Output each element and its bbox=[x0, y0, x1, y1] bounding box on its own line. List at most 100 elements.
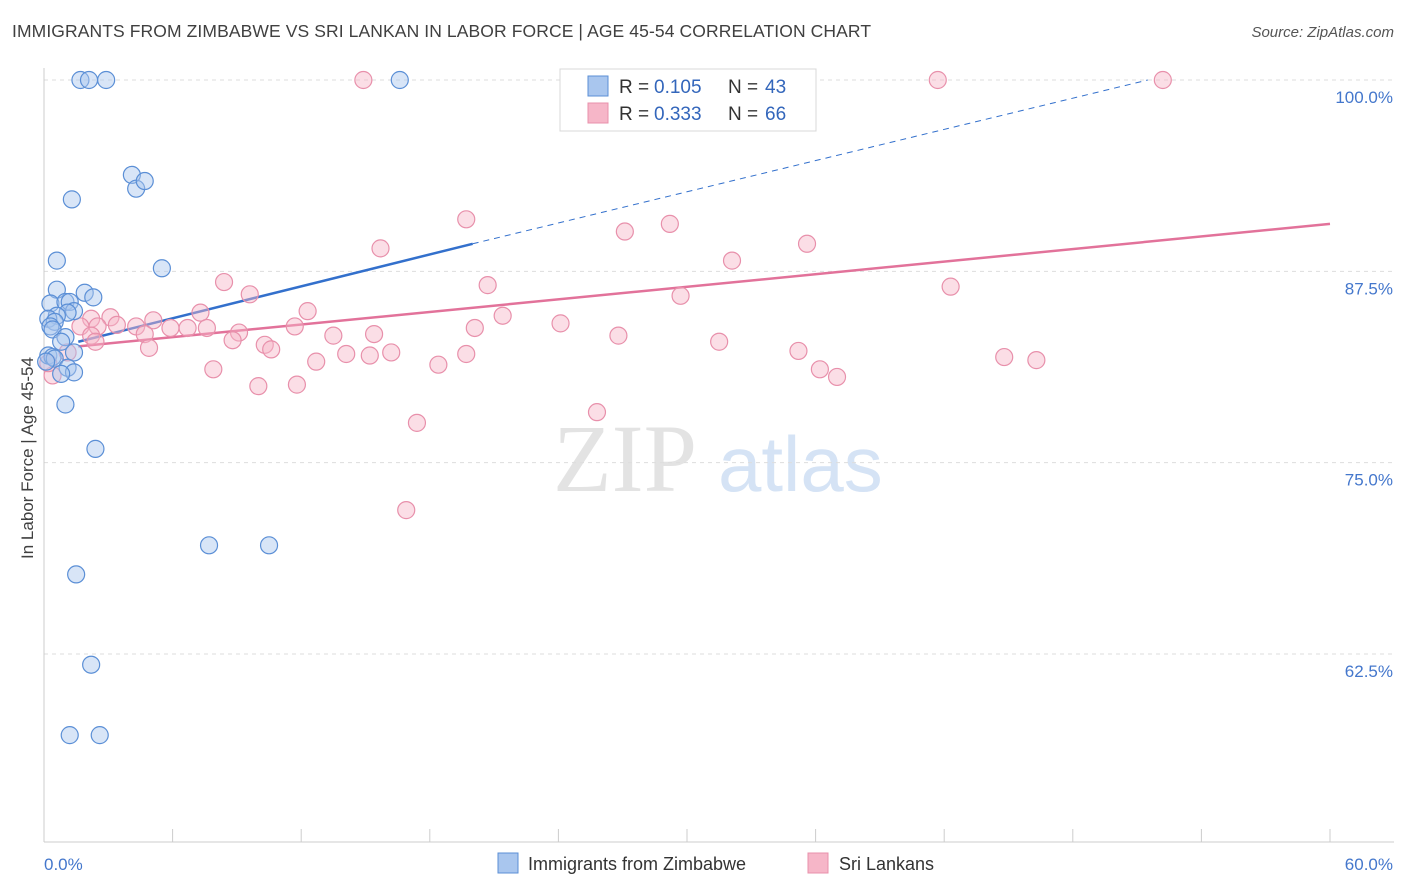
legend-n-value-1: 43 bbox=[765, 77, 786, 98]
bottom-legend: Immigrants from Zimbabwe Sri Lankans bbox=[497, 852, 934, 874]
points-layer bbox=[37, 70, 1172, 745]
srilankan-point bbox=[214, 272, 234, 292]
srilankan-point bbox=[285, 317, 304, 336]
srilankan-point bbox=[827, 367, 847, 387]
legend-r-value-1: 0.105 bbox=[654, 77, 702, 98]
zimbabwe-point bbox=[60, 726, 79, 745]
legend-r-value-2: 0.333 bbox=[654, 104, 702, 125]
bottom-legend-swatch-zimbabwe bbox=[497, 852, 519, 874]
y-axis-label: In Labor Force | Age 45-54 bbox=[18, 357, 37, 559]
srilankan-point bbox=[671, 286, 690, 305]
zimbabwe-point bbox=[58, 303, 77, 322]
srilankan-point bbox=[397, 501, 416, 520]
bottom-legend-label-srilankans: Sri Lankans bbox=[839, 854, 934, 874]
srilankan-point bbox=[360, 346, 379, 365]
srilankan-point bbox=[465, 318, 484, 338]
srilankan-point bbox=[928, 70, 947, 90]
srilankan-point bbox=[197, 318, 216, 338]
srilankan-point bbox=[710, 332, 729, 351]
srilankan-point bbox=[722, 251, 742, 270]
x-tick-label-min: 0.0% bbox=[44, 855, 83, 874]
srilankan-point bbox=[941, 277, 960, 296]
legend-n-label-1: N = bbox=[728, 77, 758, 98]
zimbabwe-point bbox=[97, 70, 116, 90]
zimbabwe-point bbox=[152, 259, 171, 278]
zimbabwe-point bbox=[75, 283, 94, 302]
srilankan-point bbox=[262, 340, 281, 359]
y-tick-label: 100.0% bbox=[1335, 88, 1393, 107]
srilankan-point bbox=[995, 347, 1014, 367]
bottom-legend-label-zimbabwe: Immigrants from Zimbabwe bbox=[528, 854, 746, 874]
srilankan-point bbox=[609, 326, 628, 345]
srilankan-point bbox=[107, 315, 126, 335]
y-tick-label: 75.0% bbox=[1345, 471, 1393, 490]
legend-n-label-2: N = bbox=[728, 104, 758, 125]
srilankan-point bbox=[789, 341, 808, 361]
legend-swatch-blue bbox=[587, 75, 609, 97]
srilankan-point bbox=[429, 355, 448, 374]
zimbabwe-point bbox=[86, 439, 105, 458]
zimbabwe-point bbox=[47, 251, 66, 270]
zimbabwe-trend-extension bbox=[472, 79, 1148, 245]
srilankan-point bbox=[551, 314, 570, 333]
srilankan-point bbox=[615, 222, 634, 241]
zimbabwe-point bbox=[56, 395, 75, 414]
srilankan-point bbox=[407, 413, 427, 432]
zimbabwe-point bbox=[64, 302, 84, 321]
zimbabwe-point bbox=[67, 565, 86, 584]
srilankan-point bbox=[324, 326, 343, 345]
zimbabwe-point bbox=[82, 655, 101, 674]
srilankan-point bbox=[191, 303, 210, 322]
zimbabwe-point bbox=[52, 332, 71, 351]
srilankan-point bbox=[1027, 351, 1046, 370]
zimbabwe-point bbox=[259, 536, 279, 555]
watermark-atlas: atlas bbox=[718, 420, 883, 508]
zimbabwe-point bbox=[135, 171, 154, 191]
srilankan-point bbox=[287, 375, 307, 394]
srilankan-point bbox=[88, 317, 107, 336]
zimbabwe-point bbox=[199, 536, 219, 555]
zimbabwe-point bbox=[37, 352, 56, 371]
srilankan-point bbox=[298, 302, 317, 321]
srilankan-point bbox=[371, 239, 390, 258]
grid-layer bbox=[44, 79, 1394, 655]
srilankan-point bbox=[382, 343, 401, 362]
legend-swatch-pink bbox=[587, 102, 609, 124]
srilankan-point bbox=[161, 318, 180, 338]
srilankan-point bbox=[810, 360, 829, 379]
srilankan-point bbox=[364, 324, 384, 344]
y-tick-label: 87.5% bbox=[1345, 279, 1393, 298]
axis-layer: 62.5% 75.0% 87.5% 100.0% 0.0% 60.0% bbox=[43, 68, 1394, 874]
srilankan-point bbox=[240, 285, 259, 304]
srilankan-point bbox=[587, 403, 607, 422]
srilankan-trend-line bbox=[78, 222, 1331, 348]
zimbabwe-point bbox=[64, 343, 84, 362]
srilankan-point bbox=[223, 331, 242, 350]
srilankan-point bbox=[457, 210, 476, 229]
srilankan-point bbox=[478, 276, 497, 295]
legend-r-label-1: R = bbox=[619, 77, 649, 98]
zimbabwe-point bbox=[79, 70, 99, 90]
bottom-legend-swatch-srilankans bbox=[807, 852, 829, 874]
srilankan-point bbox=[493, 306, 512, 325]
srilankan-point bbox=[135, 324, 154, 344]
x-tick-label-max: 60.0% bbox=[1345, 855, 1393, 874]
srilankan-point bbox=[86, 332, 105, 351]
chart-title: IMMIGRANTS FROM ZIMBABWE VS SRI LANKAN I… bbox=[12, 21, 872, 41]
srilankan-point bbox=[139, 338, 159, 357]
srilankan-point bbox=[178, 318, 197, 338]
srilankan-point bbox=[255, 335, 274, 354]
zimbabwe-point bbox=[84, 288, 103, 307]
legend: R = 0.105 N = 43 R = 0.333 N = 66 bbox=[559, 68, 817, 132]
srilankan-point bbox=[337, 344, 356, 364]
source-label: Source: ZipAtlas.com bbox=[1251, 24, 1394, 41]
zimbabwe-point bbox=[390, 70, 409, 90]
zimbabwe-point bbox=[52, 364, 71, 383]
srilankan-point bbox=[660, 214, 679, 233]
srilankan-point bbox=[249, 377, 268, 396]
legend-n-value-2: 66 bbox=[765, 104, 786, 125]
legend-r-label-2: R = bbox=[619, 104, 649, 125]
zimbabwe-point bbox=[62, 190, 81, 209]
y-tick-label: 62.5% bbox=[1345, 662, 1393, 681]
srilankan-point bbox=[457, 344, 476, 364]
